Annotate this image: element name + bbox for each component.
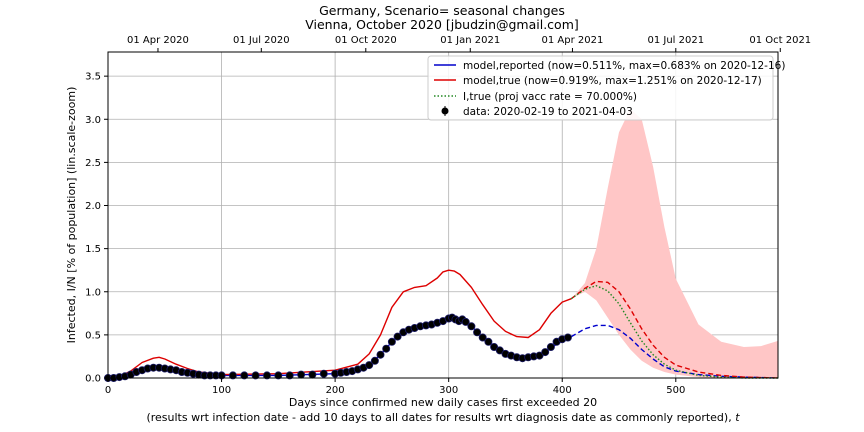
y-tick-label: 0.0 (85, 374, 101, 385)
legend-label-data: data: 2020-02-19 to 2021-04-03 (463, 106, 633, 118)
series-line-2 (107, 269, 572, 379)
series-line-1 (570, 324, 779, 379)
legend-label-model-reported: model,reported (now=0.511%, max=0.683% o… (463, 60, 785, 72)
x-tick-label: 400 (553, 385, 572, 396)
top-tick-label: 01 Oct 2020 (335, 35, 397, 46)
legend: model,reported (now=0.511%, max=0.683% o… (427, 55, 785, 121)
data-point (308, 370, 317, 379)
legend-box (427, 55, 774, 121)
data-point (240, 371, 249, 380)
y-tick-label: 2.5 (85, 158, 101, 169)
legend-label-i-true: I,true (proj vacc rate = 70.000%) (463, 91, 637, 103)
x-tick-label: 100 (212, 385, 231, 396)
series-line-3 (570, 280, 779, 379)
data-point (297, 370, 306, 379)
x-tick-label: 0 (105, 385, 111, 396)
data-point (484, 337, 493, 346)
y-tick-label: 1.5 (85, 244, 101, 255)
y-tick-label: 3.5 (85, 72, 101, 83)
x-tick-label: 500 (666, 385, 685, 396)
plot-frame (107, 51, 779, 379)
y-tick-label: 2.0 (85, 201, 101, 212)
chart-title: Germany, Scenario= seasonal changes (319, 3, 565, 18)
chart-subtitle: Vienna, October 2020 [jbudzin@gmail.com] (305, 17, 579, 32)
data-points-layer (104, 313, 572, 382)
confidence-band-layer (571, 108, 778, 379)
x-axis-ticks: 0 100 200 300 400 500 (105, 378, 685, 396)
y-axis-ticks: 0.0 0.5 1.0 1.5 2.0 2.5 3.0 3.5 (85, 72, 108, 385)
data-point (228, 371, 237, 380)
data-point (461, 317, 470, 326)
data-point (478, 333, 487, 342)
top-tick-label: 01 Oct 2021 (749, 35, 811, 46)
data-point (285, 371, 294, 380)
legend-label-model-true: model,true (now=0.919%, max=1.251% on 20… (463, 75, 762, 87)
top-axis-ticks: 01 Apr 2020 01 Jul 2020 01 Oct 2020 01 Jan … (127, 35, 811, 52)
x-axis-label: Days since confirmed new daily cases fir… (289, 396, 597, 409)
y-tick-label: 1.0 (85, 287, 101, 298)
y-tick-label: 3.0 (85, 115, 101, 126)
data-point (370, 356, 379, 365)
data-point (365, 361, 374, 370)
data-point (376, 350, 385, 359)
data-point (467, 322, 476, 331)
data-point (387, 337, 396, 346)
data-point (251, 371, 260, 380)
series-line-4 (570, 285, 778, 379)
top-tick-label: 01 Jan 2021 (440, 35, 500, 46)
data-point (262, 371, 271, 380)
y-tick-label: 0.5 (85, 330, 101, 341)
top-tick-label: 01 Jul 2021 (647, 35, 704, 46)
y-axis-label: Infected, I/N [% of population] (lin.sca… (65, 87, 78, 344)
data-point (274, 371, 283, 380)
data-point (495, 346, 504, 355)
top-tick-label: 01 Jul 2020 (233, 35, 290, 46)
data-point (319, 369, 328, 378)
data-point (541, 348, 550, 357)
data-point (473, 328, 482, 337)
legend-swatch-data (441, 107, 449, 115)
data-point (393, 332, 402, 341)
top-tick-label: 01 Apr 2021 (542, 35, 604, 46)
x-axis-note-text: (results wrt infection date - add 10 day… (146, 411, 735, 424)
data-point (546, 342, 555, 351)
confidence-band (571, 108, 778, 379)
x-axis-note: (results wrt infection date - add 10 day… (146, 411, 740, 424)
data-point (382, 344, 391, 353)
top-tick-label: 01 Apr 2020 (127, 35, 189, 46)
data-point (563, 333, 572, 342)
x-axis-note-variable: t (735, 411, 740, 424)
x-tick-label: 200 (326, 385, 345, 396)
data-point (535, 351, 544, 360)
x-tick-label: 300 (439, 385, 458, 396)
